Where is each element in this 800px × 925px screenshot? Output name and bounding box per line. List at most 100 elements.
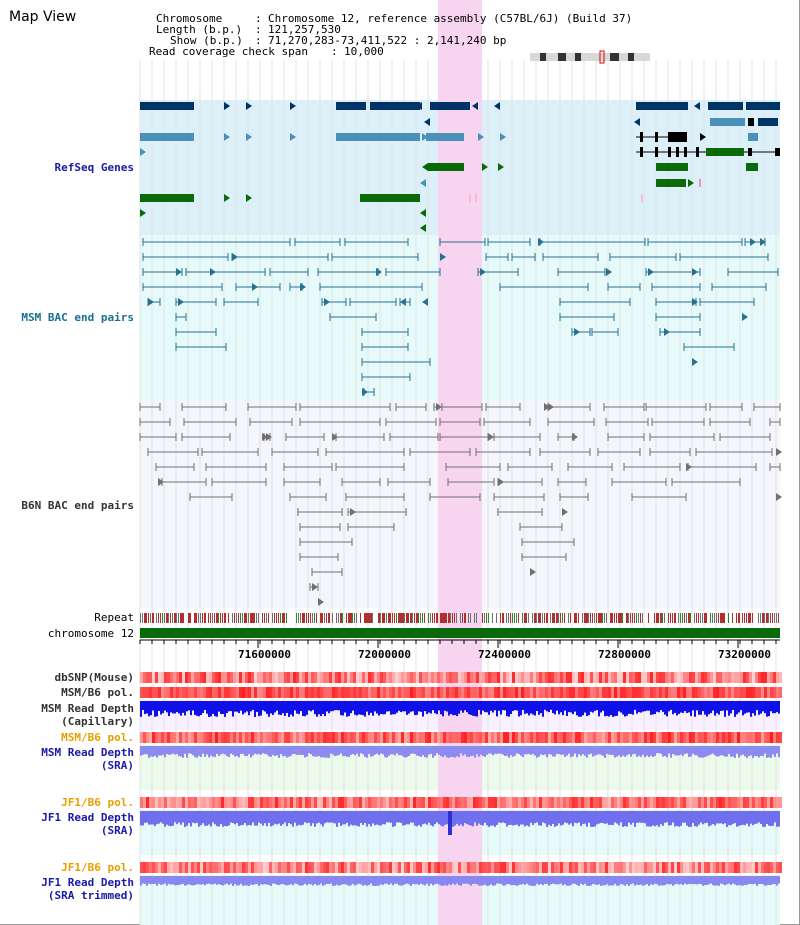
jf1-b6-pol-heat-cell [719, 797, 722, 808]
track-label-jf1-b6-pol[interactable]: JF1/B6 pol. [61, 796, 134, 809]
jf1-b6-pol-trim-heat-cell [257, 862, 260, 873]
repeat-element [510, 613, 511, 623]
jf1-b6-pol-trim-heat-cell [260, 862, 263, 873]
dbsnp-heat-cell [707, 672, 710, 683]
track-label-msm-b6-pol[interactable]: MSM/B6 pol. [61, 686, 134, 699]
track-label-refseq[interactable]: RefSeq Genes [54, 161, 134, 174]
repeat-element [718, 613, 719, 623]
jf1-b6-pol-trim-heat-cell [479, 862, 482, 873]
msm-b6-pol-sra-heat-cell [545, 732, 548, 743]
jf1-b6-pol-trim-heat-cell [632, 862, 635, 873]
msm-depth-cap-bar [180, 701, 182, 716]
dbsnp-heat-cell [356, 672, 359, 683]
msm-depth-sra-bar [230, 746, 232, 754]
track-label-msm-b6-pol-sra[interactable]: MSM/B6 pol. [61, 731, 134, 744]
jf1-depth-bar [340, 811, 342, 826]
jf1-depth-trim-bar [634, 876, 636, 886]
msm-b6-pol-heat-cell [701, 687, 704, 698]
jf1-depth-bar [172, 811, 174, 826]
jf1-depth-trim-bar [772, 876, 774, 885]
track-label-jf1-depth-trim[interactable]: JF1 Read Depth [41, 876, 134, 889]
jf1-b6-pol-heat-cell [524, 797, 527, 808]
msm-depth-cap-bar [466, 701, 468, 713]
msm-depth-sra-bar [566, 746, 568, 756]
jf1-b6-pol-trim-heat-cell [215, 862, 218, 873]
repeat-element [352, 613, 353, 623]
track-label-msm-depth-sra[interactable]: MSM Read Depth [41, 746, 134, 759]
jf1-b6-pol-trim-heat-cell [635, 862, 638, 873]
msm-depth-cap-bar [568, 701, 570, 713]
msm-b6-pol-sra-heat-cell [158, 732, 161, 743]
jf1-depth-bar [524, 811, 526, 827]
msm-depth-cap-bar [564, 701, 566, 711]
msm-depth-cap-bar [750, 701, 752, 717]
jf1-depth-trim-bar [272, 876, 274, 884]
dbsnp-heat-cell [191, 672, 194, 683]
msm-b6-pol-heat-cell [500, 687, 503, 698]
msm-b6-pol-heat-cell [266, 687, 269, 698]
jf1-depth-bar [206, 811, 208, 826]
jf1-b6-pol-trim-heat-cell [227, 862, 230, 873]
jf1-b6-pol-heat-cell [665, 797, 668, 808]
jf1-b6-pol-heat-cell [263, 797, 266, 808]
track-label-msm-depth-cap[interactable]: MSM Read Depth [41, 702, 134, 715]
jf1-b6-pol-trim-heat-cell [488, 862, 491, 873]
gene-feature [428, 163, 464, 171]
msm-depth-cap-bar [244, 701, 246, 713]
msm-depth-cap-bar [424, 701, 426, 712]
msm-depth-sra-bar [514, 746, 516, 756]
repeat-element [390, 613, 391, 623]
jf1-b6-pol-trim-heat-cell [380, 862, 383, 873]
msm-b6-pol-sra-heat-cell [167, 732, 170, 743]
track-label-msm-bac[interactable]: MSM BAC end pairs [21, 311, 134, 324]
msm-b6-pol-heat-cell [629, 687, 632, 698]
track-label-jf1-depth[interactable]: JF1 Read Depth [41, 811, 134, 824]
bac-strand-arrow [664, 328, 670, 336]
msm-b6-pol-heat-cell [494, 687, 497, 698]
jf1-depth-trim-bar [578, 876, 580, 886]
jf1-depth-bar [170, 811, 172, 827]
msm-b6-pol-sra-heat-cell [629, 732, 632, 743]
jf1-b6-pol-trim-heat-cell [371, 862, 374, 873]
jf1-depth-trim-bar [542, 876, 544, 886]
show-colon: : [255, 34, 262, 47]
repeat-element [176, 613, 177, 623]
repeat-element [688, 613, 690, 623]
jf1-depth-bar [654, 811, 656, 827]
msm-depth-sra-bar [268, 746, 270, 757]
msm-b6-pol-sra-heat-cell [632, 732, 635, 743]
msm-b6-pol-heat-cell [749, 687, 752, 698]
dbsnp-heat-cell [431, 672, 434, 683]
jf1-depth-bar [290, 811, 292, 825]
track-label-jf1-b6-pol-trim[interactable]: JF1/B6 pol. [61, 861, 134, 874]
dbsnp-heat-cell [752, 672, 755, 683]
axis-tick-label: 72000000 [358, 648, 411, 661]
jf1-depth-trim-bar [294, 876, 296, 884]
repeat-element [522, 613, 523, 623]
msm-depth-sra-bar [694, 746, 696, 756]
dbsnp-heat-cell [221, 672, 224, 683]
msm-depth-cap-bar [774, 701, 776, 714]
msm-b6-pol-sra-heat-cell [530, 732, 533, 743]
jf1-b6-pol-heat-cell [533, 797, 536, 808]
dbsnp-heat-cell [197, 672, 200, 683]
jf1-depth-trim-bar [558, 876, 560, 885]
msm-depth-cap-bar [738, 701, 740, 713]
msm-depth-cap-bar [324, 701, 326, 717]
jf1-b6-pol-heat-cell [149, 797, 152, 808]
track-label-dbsnp[interactable]: dbSNP(Mouse) [54, 671, 134, 684]
dbsnp-heat-cell [704, 672, 707, 683]
track-label-b6n-bac[interactable]: B6N BAC end pairs [21, 499, 134, 512]
msm-depth-cap-bar [732, 701, 734, 710]
msm-b6-pol-heat-cell [404, 687, 407, 698]
msm-depth-sra-bar [272, 746, 274, 755]
msm-depth-sra-bar [624, 746, 626, 757]
repeat-element [174, 613, 176, 623]
msm-depth-sra-bar [148, 746, 150, 758]
jf1-depth-trim-bar [154, 876, 156, 884]
dbsnp-heat-cell [665, 672, 668, 683]
msm-depth-cap-bar [728, 701, 730, 716]
msm-b6-pol-sra-heat-cell [617, 732, 620, 743]
msm-depth-sra-bar [454, 746, 456, 758]
